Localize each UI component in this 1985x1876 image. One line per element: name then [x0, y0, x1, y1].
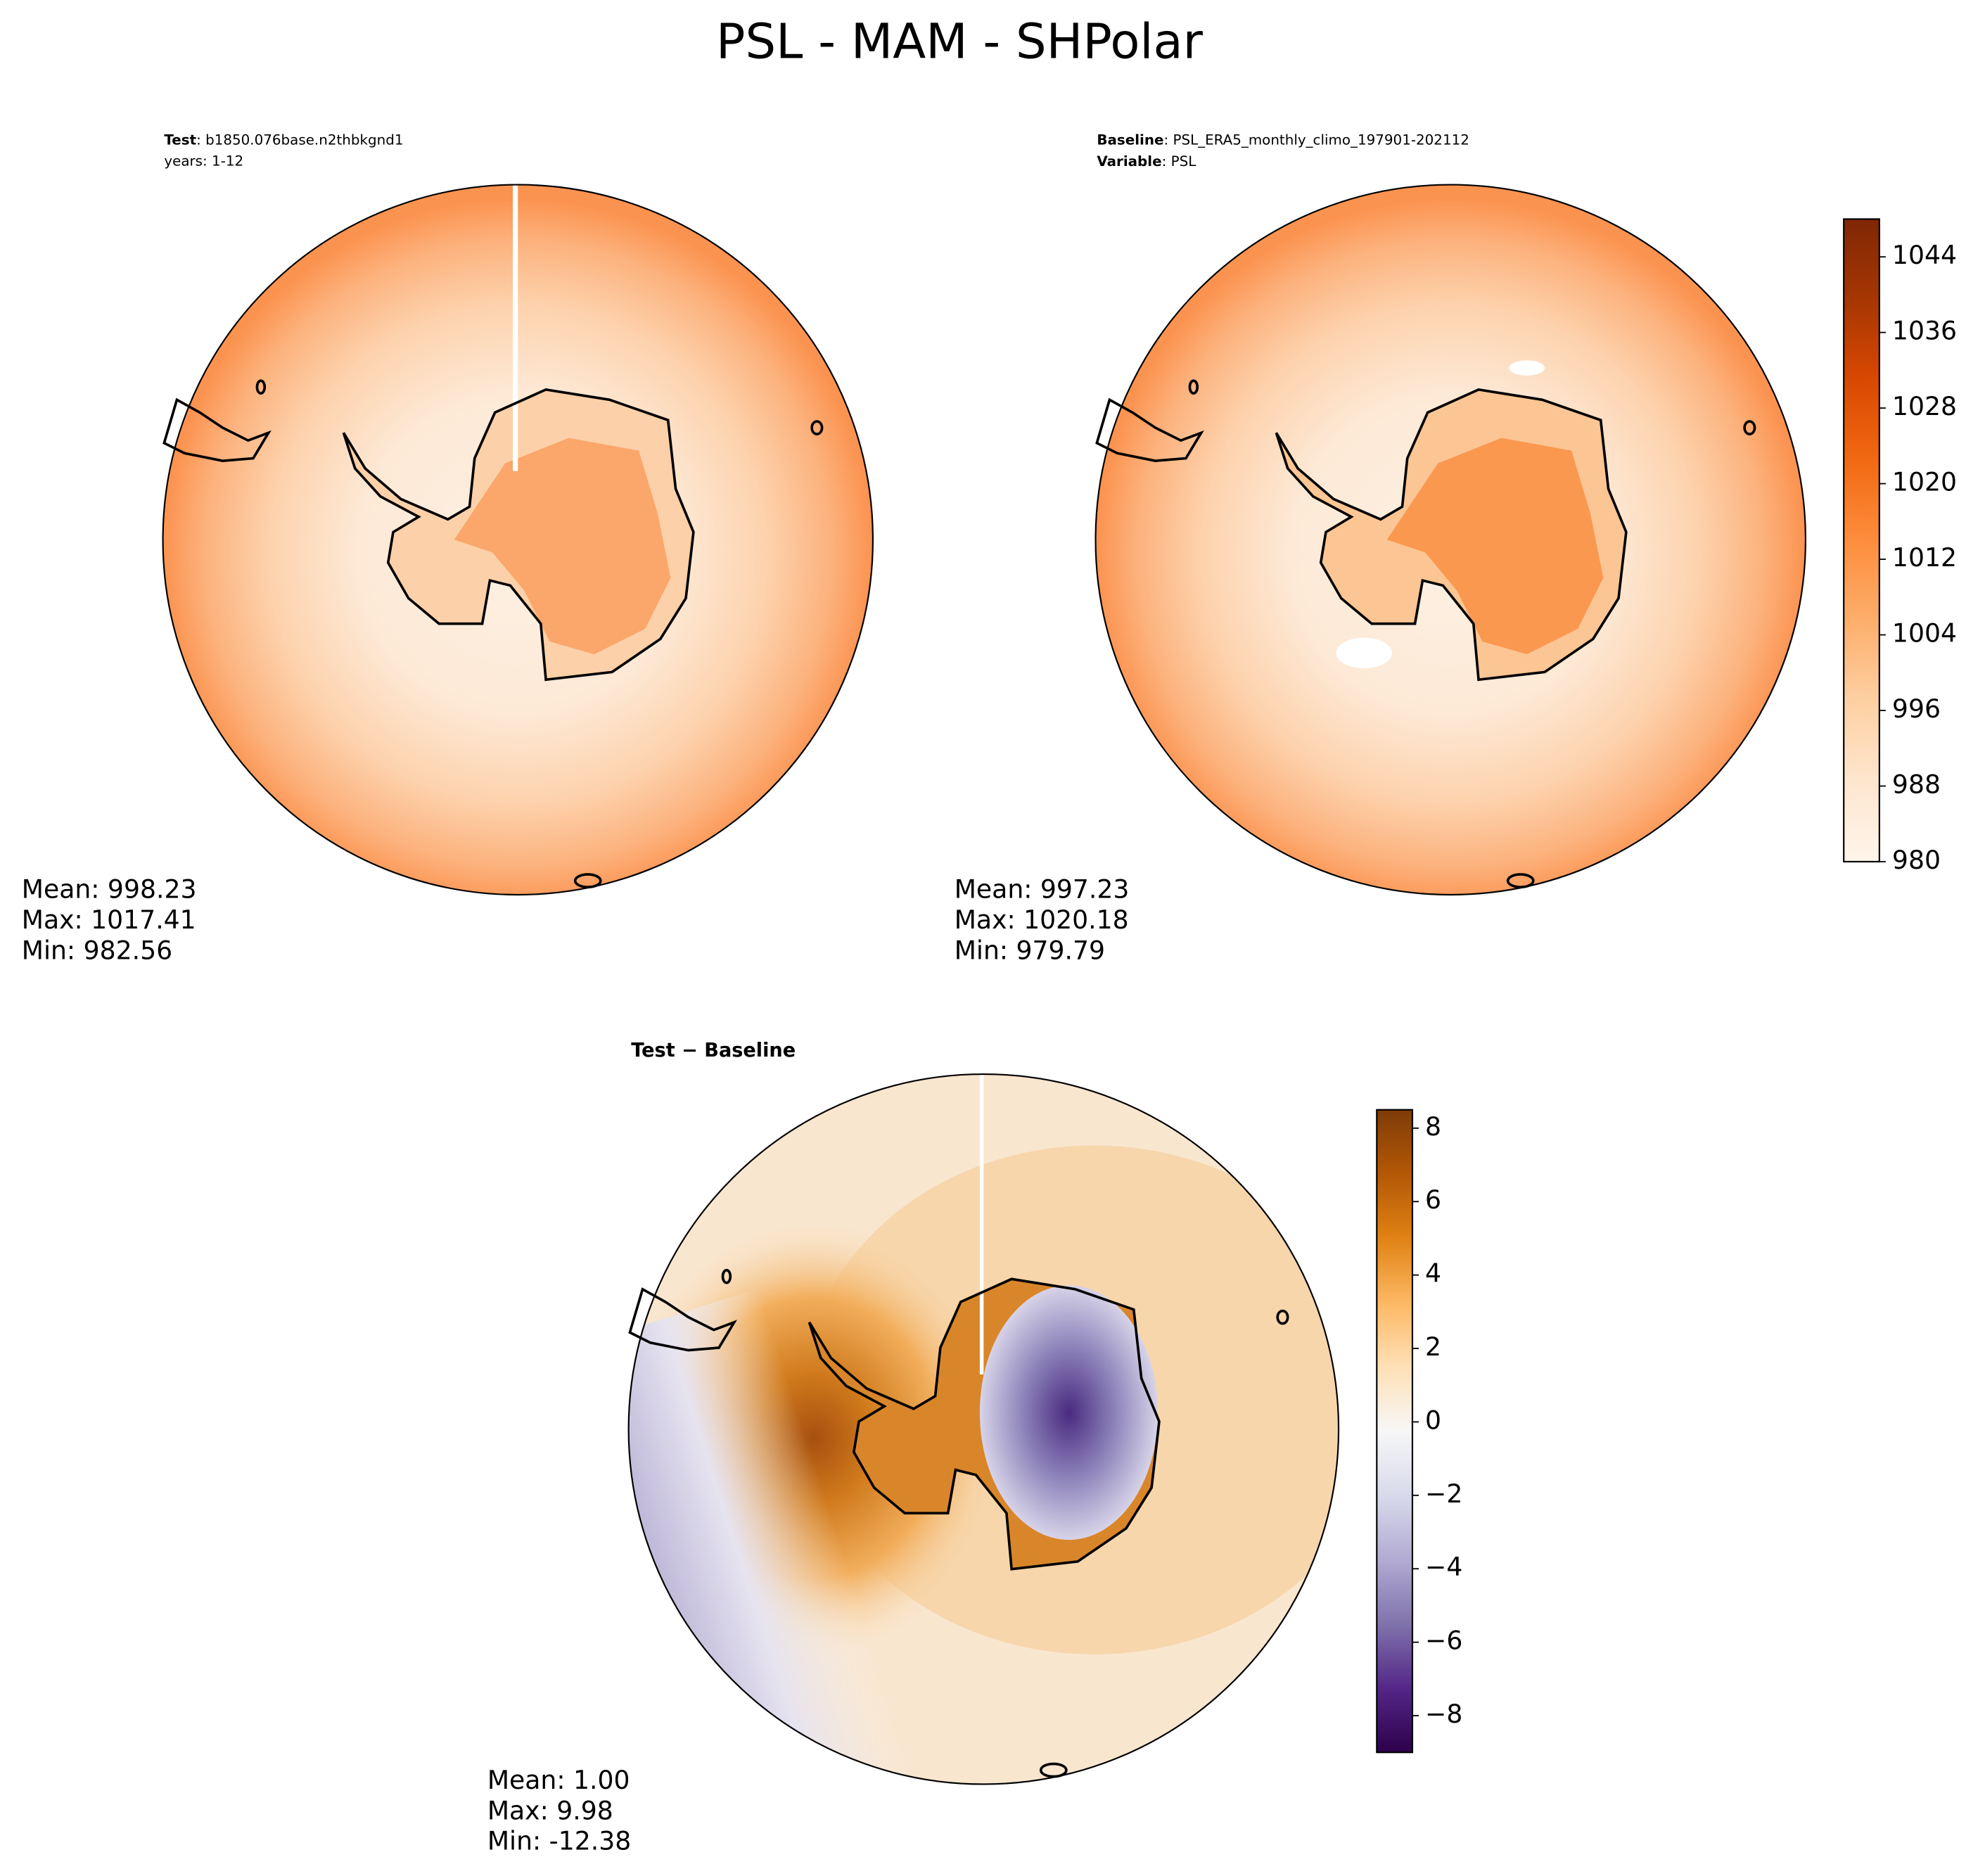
variable-name: : PSL — [1162, 153, 1196, 170]
map-boundary — [627, 1073, 1340, 1785]
colorbar — [1376, 1109, 1414, 1754]
map-boundary — [162, 184, 874, 896]
colorbar-tick-label: 1044 — [1892, 240, 1957, 270]
map-field — [628, 1074, 1339, 1785]
colorbar-tick-label: −6 — [1425, 1626, 1462, 1656]
case-label: Test — [164, 132, 196, 148]
map-field — [162, 184, 873, 895]
colorbar-tick-label: −2 — [1425, 1479, 1462, 1509]
colorbar-tick-label: 996 — [1892, 694, 1941, 724]
colorbar-tick-label: 988 — [1892, 769, 1941, 799]
colorbar — [1843, 218, 1880, 863]
map-boundary — [1094, 184, 1807, 896]
case-line: Test: b1850.076base.n2thbkgnd1 — [164, 132, 403, 148]
stat-line: Min: 982.56 — [22, 935, 172, 965]
stat-line: Min: 979.79 — [955, 935, 1105, 965]
colorbar-tick-label: 1012 — [1892, 542, 1957, 573]
variable-label: Variable — [1097, 153, 1161, 170]
colorbar-tick-label: 1036 — [1892, 316, 1957, 346]
case-name: : PSL_ERA5_monthly_climo_197901-202112 — [1163, 132, 1469, 148]
colorbar-tick-label: 8 — [1425, 1111, 1441, 1142]
colorbar-tick-label: 2 — [1425, 1332, 1441, 1362]
case-label: Baseline — [1097, 132, 1163, 148]
colorbar-tick-label: 1028 — [1892, 391, 1957, 421]
stat-line: Mean: 997.23 — [955, 874, 1130, 905]
figure-title: PSL - MAM - SHPolar — [716, 14, 1204, 70]
stat-line: Max: 1020.18 — [955, 905, 1129, 935]
years: years: 1-12 — [164, 153, 243, 170]
stat-line: Max: 1017.41 — [22, 905, 196, 935]
colorbar-tick-label: 980 — [1892, 845, 1941, 875]
colorbar-tick-label: 0 — [1425, 1405, 1441, 1435]
colorbar-tick-label: 4 — [1425, 1258, 1441, 1289]
colorbar-tick-label: 1020 — [1892, 467, 1957, 497]
map-field — [1095, 184, 1806, 895]
panel-title: Test − Baseline — [631, 1040, 796, 1061]
colorbar-tick-label: −8 — [1425, 1699, 1462, 1729]
stat-line: Mean: 998.23 — [22, 874, 197, 905]
case-line: Baseline: PSL_ERA5_monthly_climo_197901-… — [1097, 132, 1469, 148]
stat-line: Max: 9.98 — [487, 1795, 613, 1825]
stat-line: Mean: 1.00 — [487, 1765, 630, 1795]
case-name: : b1850.076base.n2thbkgnd1 — [196, 132, 403, 148]
colorbar-tick-label: 6 — [1425, 1185, 1441, 1215]
variable-line: Variable: PSL — [1097, 153, 1196, 170]
colorbar-tick-label: 1004 — [1892, 618, 1957, 649]
colorbar-tick-label: −4 — [1425, 1552, 1462, 1582]
stat-line: Min: -12.38 — [487, 1826, 631, 1856]
